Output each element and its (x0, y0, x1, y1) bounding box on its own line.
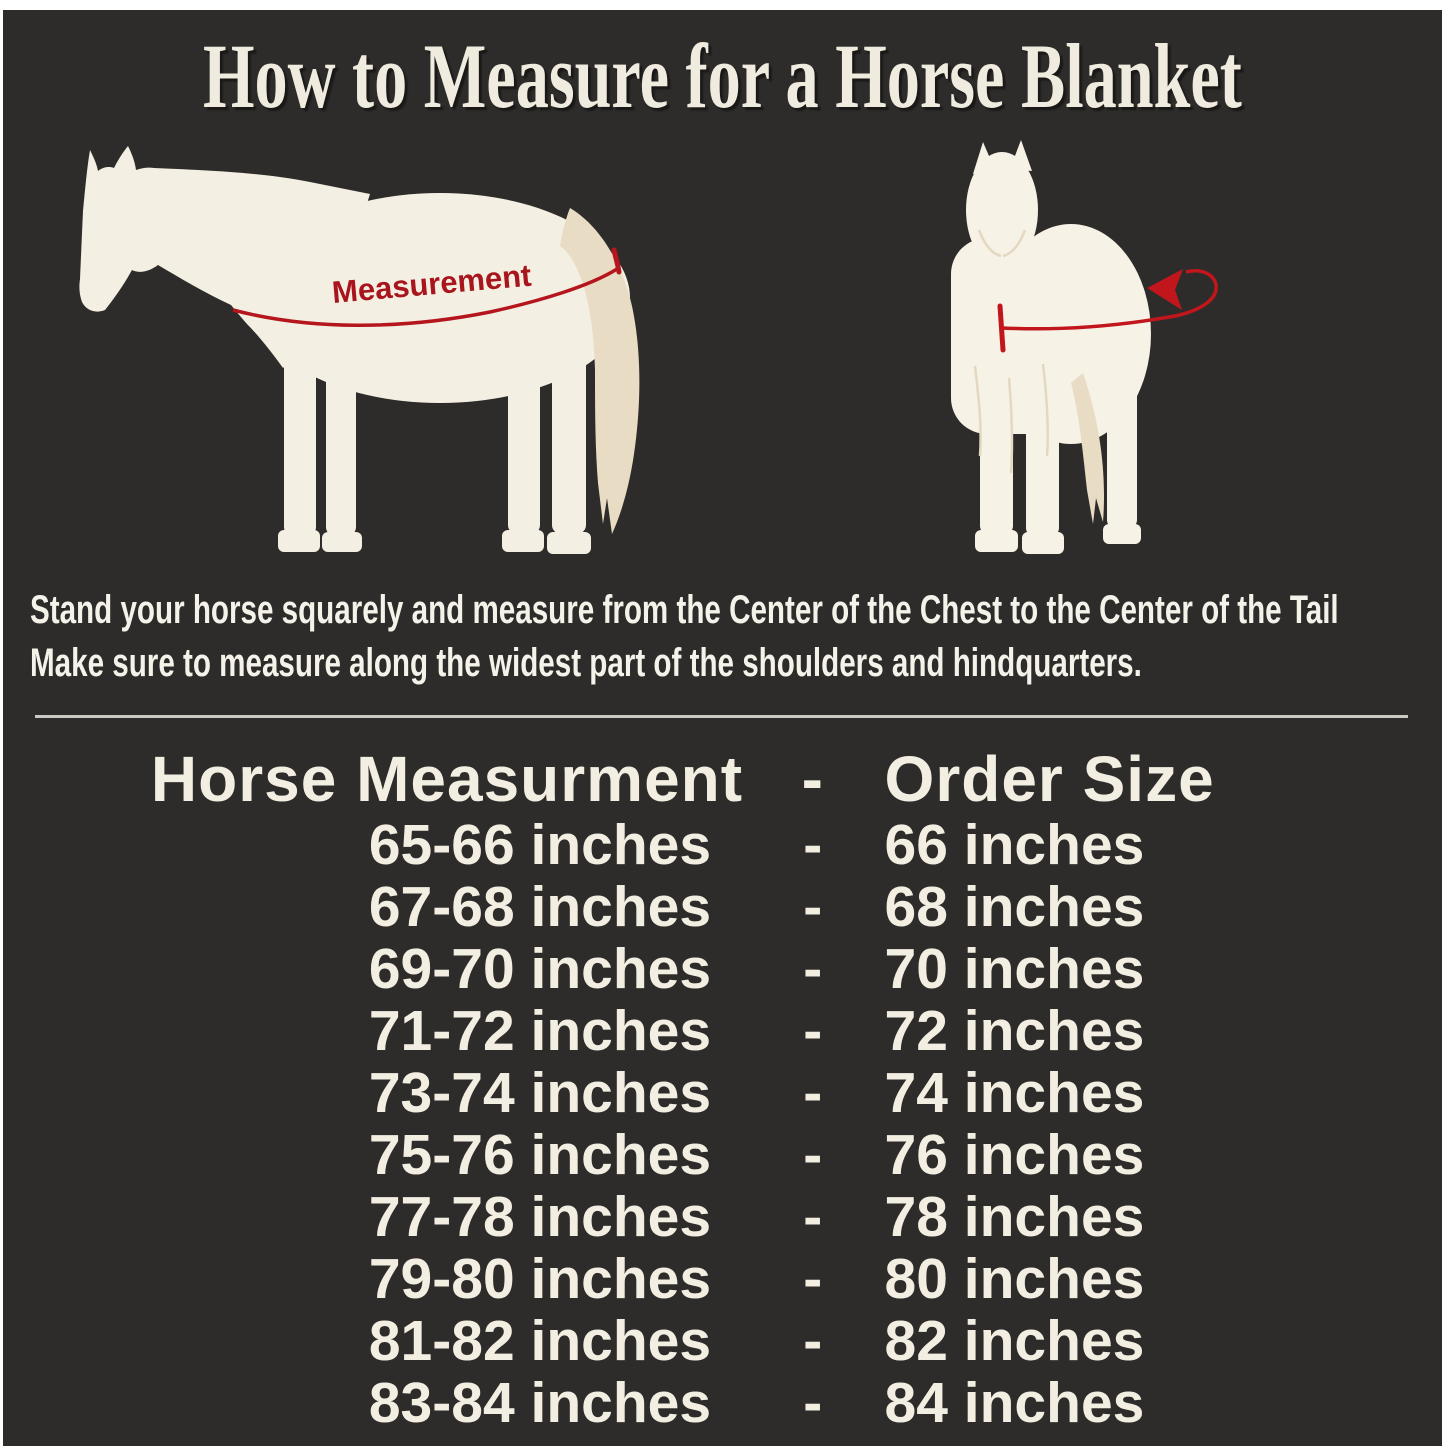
measurement-line (232, 267, 618, 327)
measurement-cell: 67-68 inches (368, 875, 712, 939)
size-cell: 68 inches (884, 875, 1145, 939)
separator-cell: - (803, 1061, 823, 1125)
front-horse-contours (973, 229, 1050, 474)
header-size-col: Order Size (884, 743, 1215, 815)
measurement-cell: 73-74 inches (368, 1061, 712, 1125)
side-horse-illustration: Measurement (79, 146, 640, 554)
size-cell: 80 inches (884, 1247, 1145, 1311)
page-title: How to Measure for a Horse Blanket (203, 25, 1242, 127)
size-cell: 74 inches (884, 1061, 1145, 1125)
size-table-header: Horse Measurment - Order Size (0, 742, 1445, 816)
front-horse-illustration (951, 140, 1218, 554)
separator-cell: - (803, 1371, 823, 1435)
size-table-row: 71-72 inches - 72 inches (0, 998, 1445, 1063)
measurement-cell: 81-82 inches (368, 1309, 712, 1373)
front-horse-tail (1071, 373, 1105, 524)
size-cell: 84 inches (884, 1371, 1145, 1435)
measurement-end-tick (611, 247, 622, 275)
side-horse-body (79, 146, 630, 554)
separator-cell: - (803, 937, 823, 1001)
header-separator: - (801, 743, 824, 815)
size-table-row: 83-84 inches - 84 inches (0, 1370, 1445, 1435)
separator-cell: - (803, 999, 823, 1063)
size-table-rows: 65-66 inches - 66 inches 67-68 inches - … (0, 812, 1445, 1435)
separator-cell: - (803, 1123, 823, 1187)
size-cell: 70 inches (884, 937, 1145, 1001)
measurement-arrow (997, 269, 1218, 353)
instructions: Stand your horse squarely and measure fr… (30, 584, 1445, 690)
separator-cell: - (803, 1247, 823, 1311)
size-table-row: 65-66 inches - 66 inches (0, 812, 1445, 877)
size-cell: 66 inches (884, 813, 1145, 877)
size-table-row: 75-76 inches - 76 inches (0, 1122, 1445, 1187)
measurement-cell: 75-76 inches (368, 1123, 712, 1187)
separator-cell: - (803, 875, 823, 939)
separator-cell: - (803, 1309, 823, 1373)
size-cell: 72 inches (884, 999, 1145, 1063)
size-cell: 78 inches (884, 1185, 1145, 1249)
front-horse-body (951, 140, 1151, 554)
size-table-row: 73-74 inches - 74 inches (0, 1060, 1445, 1125)
separator-cell: - (803, 1185, 823, 1249)
size-cell: 82 inches (884, 1309, 1145, 1373)
measurement-cell: 77-78 inches (368, 1185, 712, 1249)
size-cell: 76 inches (884, 1123, 1145, 1187)
section-divider (35, 715, 1408, 718)
size-table-row: 81-82 inches - 82 inches (0, 1308, 1445, 1373)
side-horse-tail (560, 208, 640, 534)
arrowhead-icon (1147, 269, 1183, 310)
size-table-row: 79-80 inches - 80 inches (0, 1246, 1445, 1311)
size-table-row: 67-68 inches - 68 inches (0, 874, 1445, 939)
size-table-row: 77-78 inches - 78 inches (0, 1184, 1445, 1249)
separator-cell: - (803, 813, 823, 877)
measurement-cell: 83-84 inches (368, 1371, 712, 1435)
measurement-cell: 71-72 inches (368, 999, 712, 1063)
measurement-cell: 69-70 inches (368, 937, 712, 1001)
instructions-line-2: Make sure to measure along the widest pa… (30, 641, 1142, 685)
measurement-cell: 79-80 inches (368, 1247, 712, 1311)
header-measurement-col: Horse Measurment (150, 743, 744, 815)
measurement-cell: 65-66 inches (368, 813, 712, 877)
instructions-line-1: Stand your horse squarely and measure fr… (30, 588, 1339, 632)
size-table-row: 69-70 inches - 70 inches (0, 936, 1445, 1001)
